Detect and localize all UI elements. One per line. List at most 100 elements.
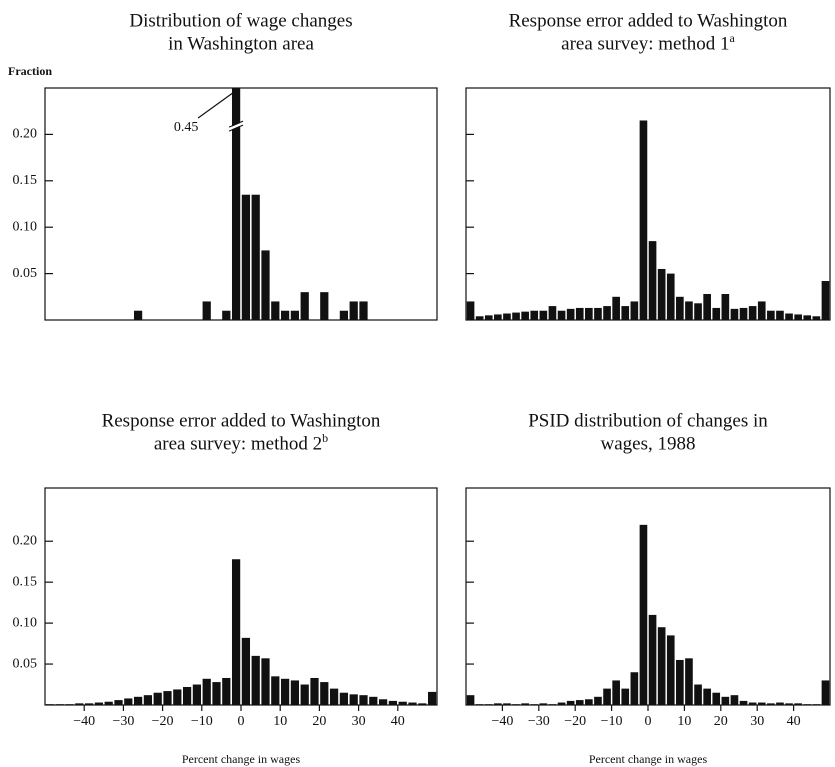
break-mark (228, 120, 244, 128)
bar (466, 301, 475, 320)
bar (803, 315, 812, 320)
bar (231, 559, 241, 705)
x-tick-label: 20 (714, 714, 728, 729)
bars (133, 88, 368, 320)
bar (418, 703, 427, 705)
y-tick-label: 0.15 (13, 173, 38, 188)
annotation-leader (197, 91, 235, 119)
bar (280, 678, 290, 705)
x-tick-label: 10 (273, 714, 287, 729)
bar (398, 701, 407, 705)
bar (494, 703, 502, 705)
y-axis-label: Fraction (8, 64, 52, 78)
x-axis-label: Percent change in wages (182, 752, 301, 766)
x-tick-label: 0 (238, 714, 245, 729)
bar (575, 307, 584, 320)
bar (251, 655, 260, 705)
x-tick-label: 0 (645, 714, 652, 729)
bar (685, 301, 693, 320)
bar (300, 292, 309, 320)
bars (45, 559, 437, 705)
x-tick-label: −30 (528, 714, 550, 729)
x-tick-label: −40 (491, 714, 513, 729)
bar (349, 694, 358, 705)
bar (466, 695, 475, 705)
bar (241, 194, 251, 320)
bar (133, 310, 143, 320)
y-tick-label: 0.10 (13, 615, 38, 630)
bar (585, 307, 593, 320)
bar (484, 315, 493, 320)
bar (339, 692, 349, 705)
bar (621, 306, 630, 320)
bar (566, 308, 575, 320)
bar (182, 686, 192, 705)
bar (290, 680, 300, 705)
bar (585, 699, 593, 705)
bar (730, 695, 739, 705)
bar (310, 677, 319, 705)
bar (676, 296, 684, 320)
bar (703, 294, 711, 320)
bar (153, 692, 162, 705)
x-tick-label: 40 (787, 714, 801, 729)
bar (75, 703, 84, 705)
bar (612, 296, 620, 320)
bar (666, 635, 675, 705)
bar (794, 703, 802, 705)
bar (748, 702, 757, 705)
bar (280, 310, 290, 320)
x-tick-label: 20 (312, 714, 326, 729)
bar (94, 702, 104, 705)
annotation: 0.45 (174, 120, 199, 135)
y-tick-label: 0.05 (13, 656, 38, 671)
bar (202, 301, 211, 320)
break-mark (228, 124, 244, 132)
x-tick-label: −40 (73, 714, 95, 729)
x-tick-label: 30 (750, 714, 764, 729)
bar (694, 303, 702, 320)
y-tick-label: 0.15 (13, 574, 38, 589)
bar (104, 701, 113, 705)
bar (648, 241, 657, 320)
chart-title: PSID distribution of changes in (528, 410, 768, 431)
bar (575, 700, 584, 705)
bar (202, 678, 211, 705)
bar (630, 672, 639, 705)
bar (639, 120, 648, 320)
plot-frame (465, 487, 831, 706)
bar (748, 306, 757, 320)
bar (530, 310, 539, 320)
bar (290, 310, 300, 320)
bar (821, 680, 830, 705)
bar (408, 702, 417, 705)
bar (192, 684, 202, 705)
bar (503, 703, 511, 705)
x-tick-label: 40 (391, 714, 405, 729)
bar (767, 703, 775, 705)
title-note: a (729, 31, 735, 45)
bar (703, 688, 711, 705)
y-tick-label: 0.05 (13, 266, 38, 281)
bar (300, 684, 309, 705)
x-axis-label: Percent change in wages (589, 752, 708, 766)
bar (539, 310, 548, 320)
bars (466, 120, 830, 320)
bar (721, 696, 730, 705)
chart-title: Distribution of wage changes (129, 10, 352, 31)
bar (261, 250, 270, 320)
y-tick-label: 0.20 (13, 533, 38, 548)
bar (612, 680, 620, 705)
bar (767, 310, 775, 320)
bar (594, 696, 602, 705)
bar (521, 311, 529, 320)
x-tick-label: −20 (152, 714, 174, 729)
bar (359, 301, 368, 320)
bar (378, 699, 388, 705)
chart-title: area survey: method 2b (154, 431, 328, 455)
bar (785, 313, 793, 320)
bar (594, 307, 602, 320)
bar (475, 316, 484, 320)
bar (231, 88, 241, 320)
